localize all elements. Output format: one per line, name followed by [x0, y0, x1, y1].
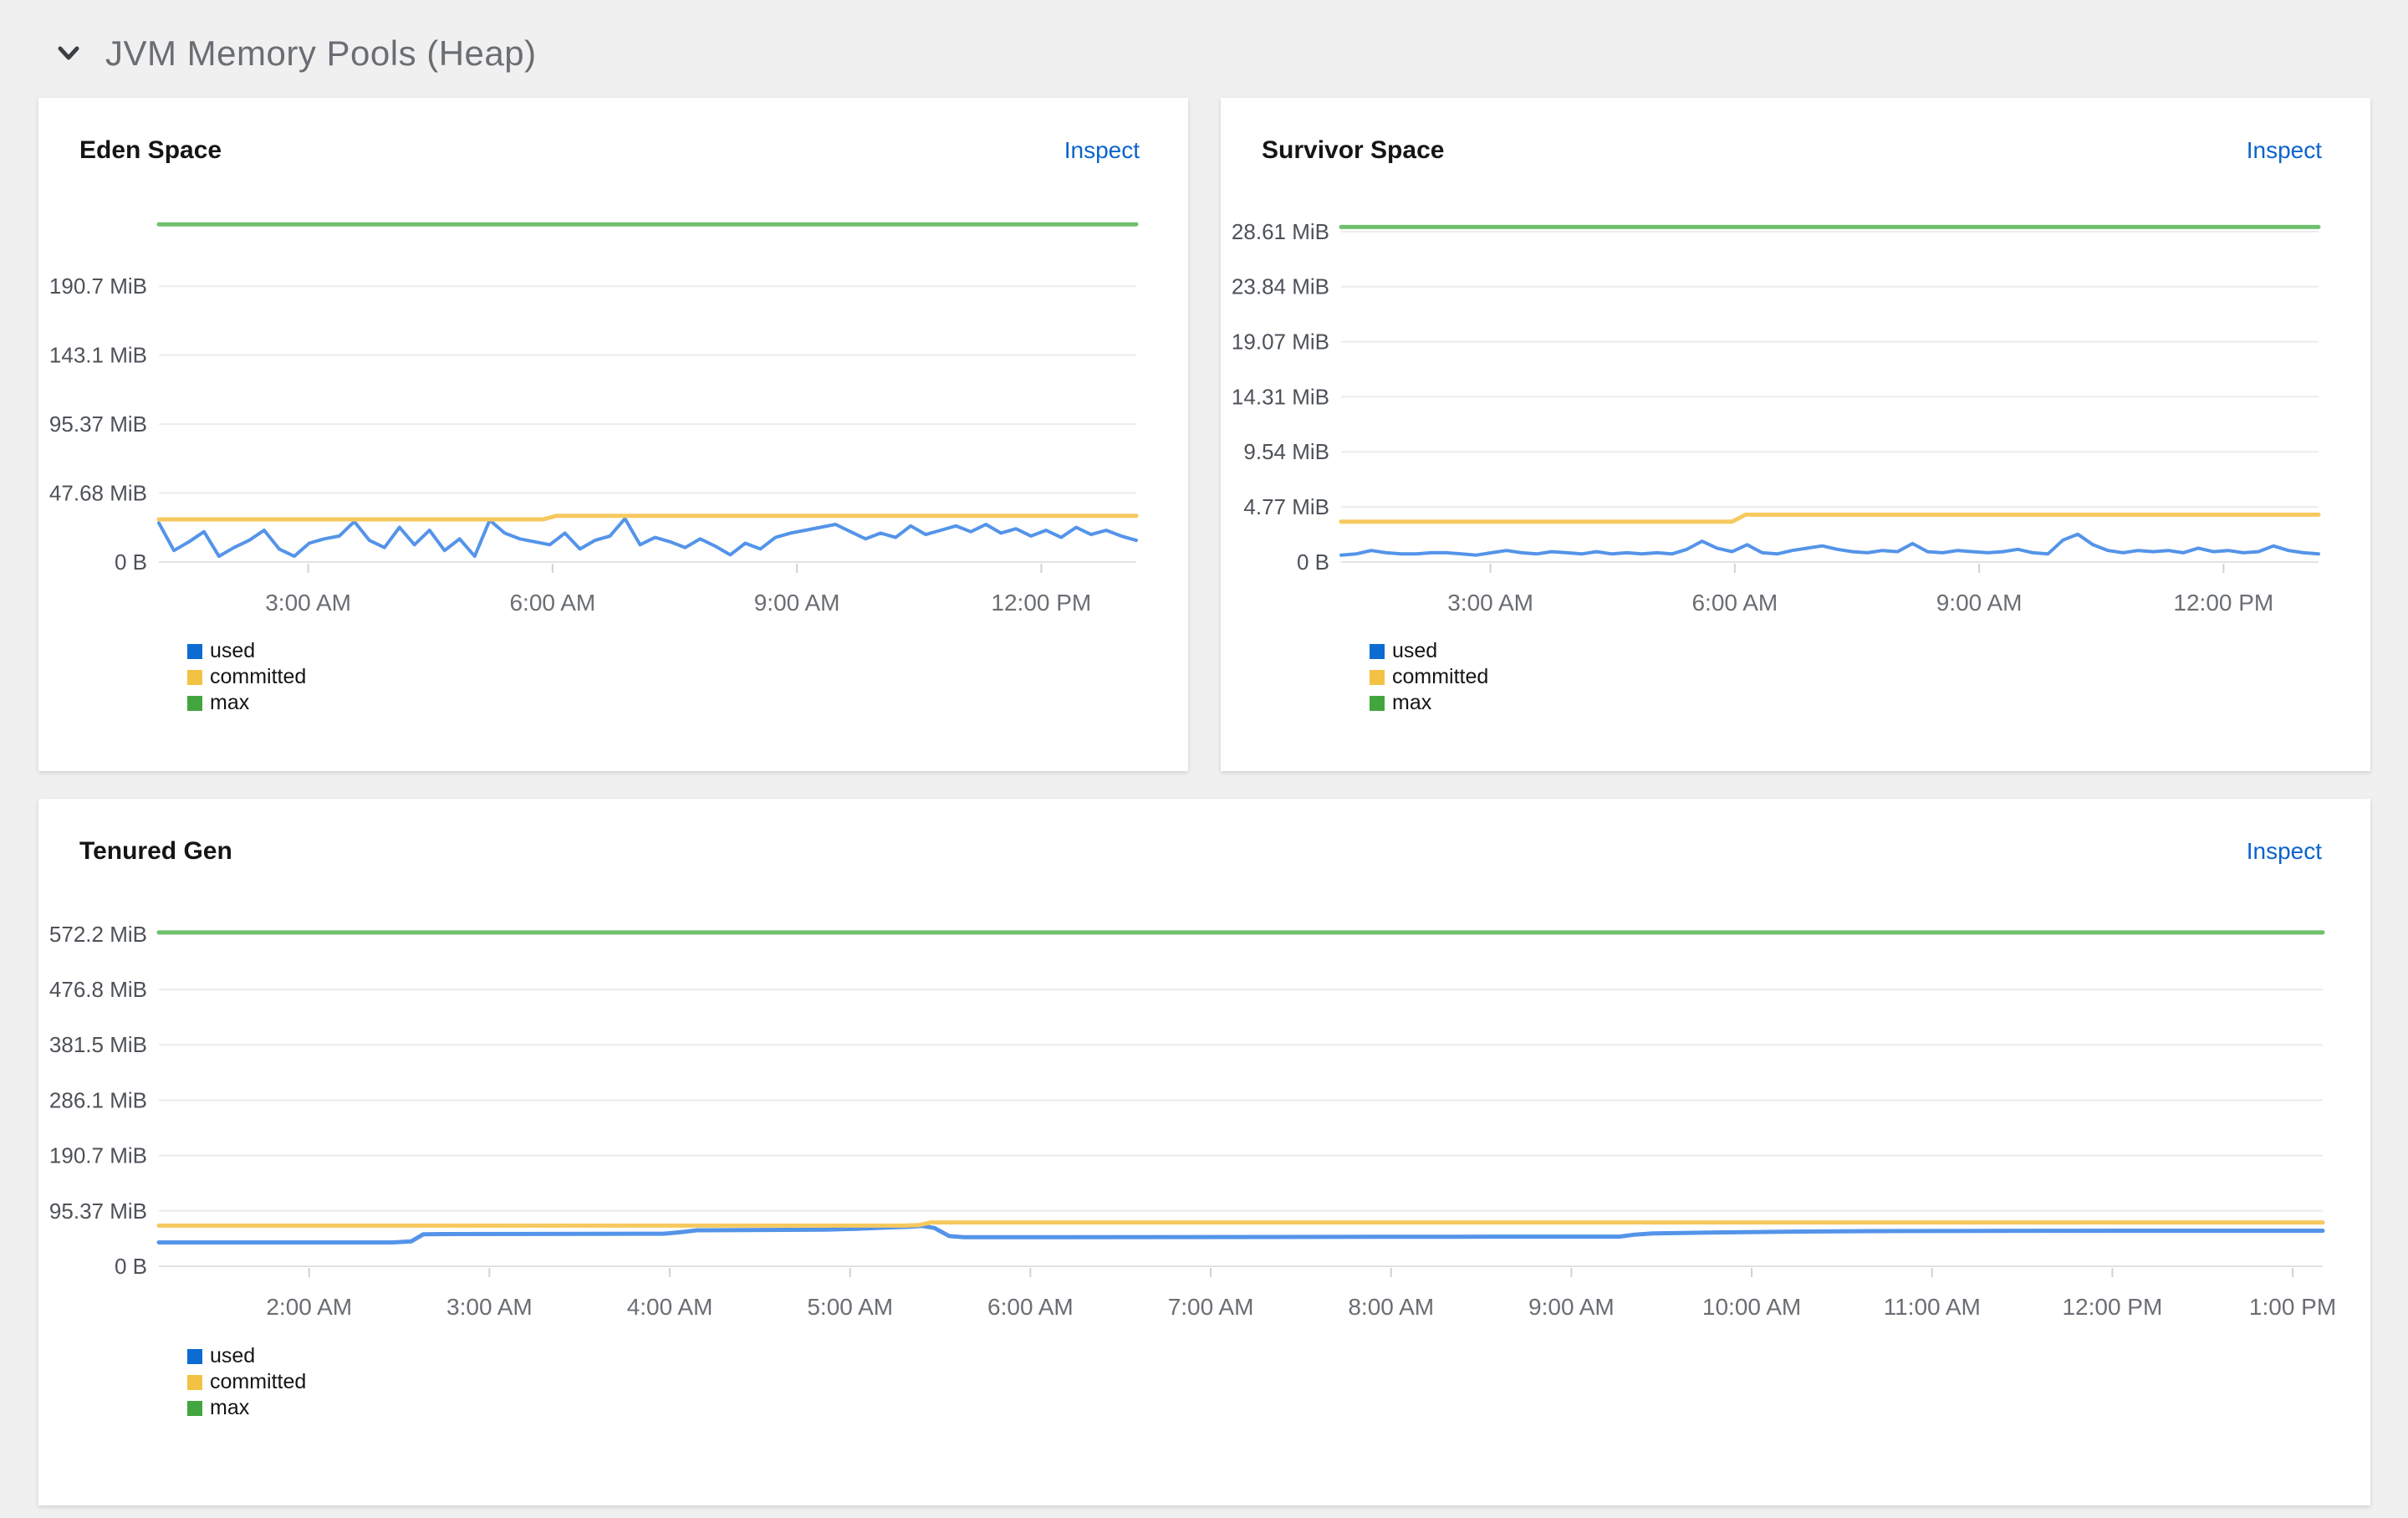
x-tick-label: 6:00 AM: [509, 590, 595, 616]
inspect-link-tenured-gen[interactable]: Inspect: [2246, 838, 2322, 864]
x-tick-label: 12:00 PM: [2062, 1294, 2162, 1320]
chart-tenured-gen: 0 B 95.37 MiB 190.7 MiB 286.1 MiB 381.5 MiB 4…: [38, 799, 2370, 1505]
y-tick-label: 95.37 MiB: [49, 1199, 147, 1224]
legend-label-committed: committed: [1392, 665, 1488, 688]
series-line-used: [1339, 532, 2320, 557]
panel-title-tenured-gen: Tenured Gen: [79, 837, 232, 865]
legend-swatch-committed: [187, 1375, 202, 1390]
x-tick-label: 6:00 AM: [987, 1294, 1074, 1320]
legend-label-max: max: [210, 691, 250, 714]
legend-label-used: used: [210, 639, 255, 662]
legend-swatch-committed: [187, 670, 202, 685]
x-tick-label: 4:00 AM: [627, 1294, 713, 1320]
y-tick-label: 0 B: [115, 1254, 147, 1279]
y-tick-label: 9.54 MiB: [1243, 439, 1329, 464]
x-tick-label: 10:00 AM: [1702, 1294, 1801, 1320]
legend-swatch-used: [187, 1349, 202, 1364]
legend-swatch-max: [187, 1401, 202, 1416]
panel-title-eden-space: Eden Space: [79, 136, 222, 164]
series-line-committed: [156, 1220, 2325, 1228]
x-tick-label: 9:00 AM: [1936, 590, 2023, 616]
y-tick-label: 190.7 MiB: [49, 1143, 147, 1168]
chart-canvas: 0 B 95.37 MiB 190.7 MiB 286.1 MiB 381.5 MiB 4…: [49, 922, 2336, 1419]
chart-eden-space: 0 B 47.68 MiB 95.37 MiB 143.1 MiB 190.7 MiB 3…: [38, 98, 1188, 771]
y-tick-label: 23.84 MiB: [1232, 274, 1329, 299]
panel-eden-space: Eden Space Inspect 0 B 47.68 MiB 95.37 MiB…: [38, 98, 1188, 771]
panel-survivor-space: Survivor Space Inspect 0 B 4.77 MiB 9.54 M…: [1221, 98, 2370, 771]
x-tick-label: 3:00 AM: [446, 1294, 533, 1320]
legend-label-committed: committed: [210, 665, 306, 688]
series-line-committed: [1339, 512, 2321, 524]
legend-label-max: max: [1392, 691, 1432, 714]
inspect-link-eden-space[interactable]: Inspect: [1064, 137, 1140, 163]
x-tick-label: 12:00 PM: [991, 590, 1091, 616]
panel-tenured-gen: Tenured Gen Inspect 0 B 95.37 MiB 190.7 Mi…: [38, 799, 2370, 1505]
panel-title-survivor-space: Survivor Space: [1262, 136, 1445, 164]
y-tick-label: 28.61 MiB: [1232, 219, 1329, 244]
legend-swatch-max: [187, 696, 202, 711]
series-line-used: [156, 1224, 2325, 1245]
x-tick-label: 9:00 AM: [754, 590, 840, 616]
legend-swatch-max: [1370, 696, 1385, 711]
x-tick-label: 6:00 AM: [1691, 590, 1778, 616]
x-tick-label: 9:00 AM: [1528, 1294, 1615, 1320]
y-tick-label: 286.1 MiB: [49, 1087, 147, 1112]
x-tick-label: 8:00 AM: [1348, 1294, 1434, 1320]
legend-swatch-used: [1370, 644, 1385, 659]
legend-swatch-committed: [1370, 670, 1385, 685]
legend-label-max: max: [210, 1396, 250, 1419]
inspect-link-survivor-space[interactable]: Inspect: [2246, 137, 2322, 163]
y-tick-label: 190.7 MiB: [49, 273, 147, 299]
section-header-jvm-memory-pools[interactable]: JVM Memory Pools (Heap): [54, 33, 537, 74]
y-tick-label: 476.8 MiB: [49, 977, 147, 1002]
y-tick-label: 0 B: [1297, 549, 1329, 575]
x-tick-label: 3:00 AM: [1447, 590, 1533, 616]
chart-canvas: 0 B 47.68 MiB 95.37 MiB 143.1 MiB 190.7 MiB 3…: [49, 222, 1139, 714]
x-tick-label: 7:00 AM: [1168, 1294, 1254, 1320]
legend-label-used: used: [1392, 639, 1437, 662]
y-tick-label: 47.68 MiB: [49, 481, 147, 506]
x-tick-label: 2:00 AM: [266, 1294, 352, 1320]
chart-canvas: 0 B 4.77 MiB 9.54 MiB 14.31 MiB 19.07 MiB 23.…: [1232, 219, 2321, 714]
series-line-committed: [156, 514, 1139, 522]
x-tick-label: 3:00 AM: [265, 590, 351, 616]
x-tick-label: 5:00 AM: [807, 1294, 893, 1320]
chart-survivor-space: 0 B 4.77 MiB 9.54 MiB 14.31 MiB 19.07 MiB 23.…: [1221, 98, 2370, 771]
x-tick-label: 12:00 PM: [2173, 590, 2273, 616]
y-tick-label: 381.5 MiB: [49, 1032, 147, 1057]
series-line-used: [157, 517, 1138, 559]
x-tick-label: 1:00 PM: [2249, 1294, 2336, 1320]
y-tick-label: 0 B: [115, 549, 147, 575]
chevron-down-icon[interactable]: [54, 41, 84, 66]
legend-label-committed: committed: [210, 1370, 306, 1393]
y-tick-label: 14.31 MiB: [1232, 384, 1329, 409]
legend-swatch-used: [187, 644, 202, 659]
x-tick-label: 11:00 AM: [1884, 1294, 1981, 1320]
y-tick-label: 572.2 MiB: [49, 922, 147, 947]
section-title: JVM Memory Pools (Heap): [105, 33, 537, 73]
legend-label-used: used: [210, 1344, 255, 1367]
y-tick-label: 19.07 MiB: [1232, 330, 1329, 355]
y-tick-label: 95.37 MiB: [49, 411, 147, 437]
y-tick-label: 4.77 MiB: [1243, 494, 1329, 519]
y-tick-label: 143.1 MiB: [49, 343, 147, 368]
